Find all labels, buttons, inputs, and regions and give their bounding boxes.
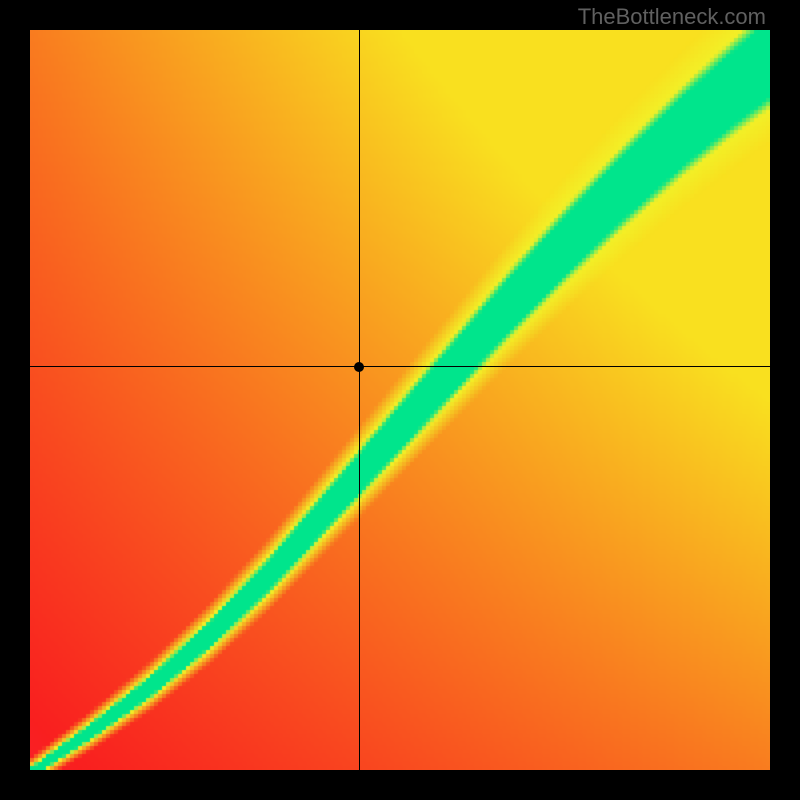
watermark-text: TheBottleneck.com <box>578 4 766 30</box>
chart-container: { "canvas": { "width": 800, "height": 80… <box>0 0 800 800</box>
bottleneck-heatmap <box>30 30 770 770</box>
crosshair-horizontal-line <box>30 366 770 367</box>
crosshair-marker-dot <box>354 362 364 372</box>
crosshair-vertical-line <box>359 30 360 770</box>
